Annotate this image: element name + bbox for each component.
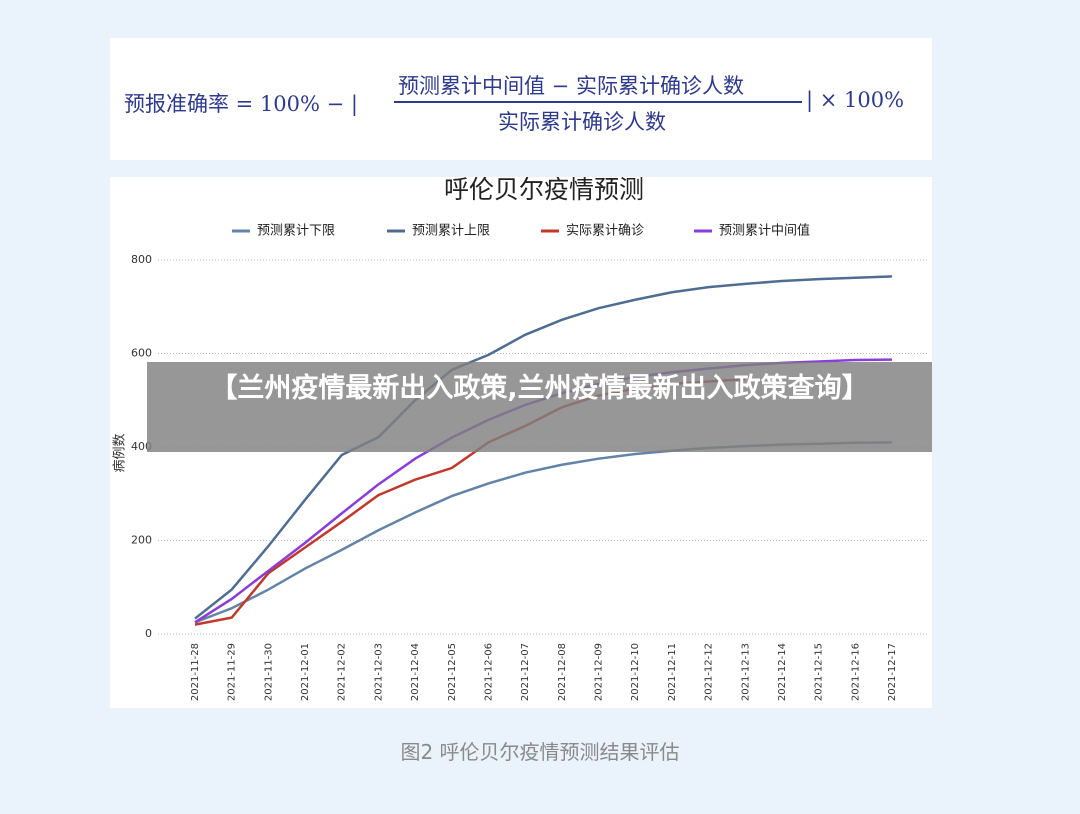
y-tick-label: 200: [131, 534, 152, 547]
y-tick-label: 800: [131, 253, 152, 266]
x-tick-label: 2021-12-07: [520, 643, 531, 701]
x-tick-label: 2021-12-10: [630, 643, 641, 701]
x-tick-label: 2021-12-15: [814, 643, 825, 701]
chart: 呼伦贝尔疫情预测 病例数 0 200 400 600 800 2021-11-28 2021…: [113, 175, 928, 701]
formula-denominator: 实际累计确诊人数: [498, 110, 666, 134]
x-tick-label: 2021-12-16: [850, 643, 861, 701]
x-tick-label: 2021-12-17: [887, 643, 898, 701]
chart-title: 呼伦贝尔疫情预测: [444, 177, 644, 204]
series-line: [194, 441, 893, 624]
y-tick-label: 0: [145, 627, 152, 640]
y-tick-label: 400: [131, 440, 152, 453]
x-tick-label: 2021-12-09: [594, 643, 605, 701]
fraction-bar: [394, 101, 802, 103]
x-tick-label: 2021-12-08: [557, 643, 568, 701]
series-line: [194, 275, 893, 620]
x-tick-label: 2021-11-28: [190, 643, 201, 701]
x-tick-label: 2021-11-30: [263, 643, 274, 701]
formula-left: 预报准确率 = 100% − |: [124, 92, 359, 116]
x-tick-label: 2021-12-12: [704, 643, 715, 701]
x-tick-label: 2021-12-03: [373, 643, 384, 701]
caption: 图2 呼伦贝尔疫情预测结果评估: [400, 740, 680, 764]
banner: 【兰州疫情最新出入政策,兰州疫情最新出入政策查询】: [147, 362, 932, 452]
x-tick-label: 2021-12-05: [447, 643, 458, 701]
y-tick-label: 600: [131, 347, 152, 360]
x-tick-label: 2021-11-29: [227, 643, 238, 701]
x-tick-label: 2021-12-14: [777, 643, 788, 701]
legend-label: 实际累计确诊: [566, 224, 644, 239]
x-tick-label: 2021-12-01: [300, 643, 311, 701]
x-tick-label: 2021-12-11: [667, 643, 678, 701]
formula-numerator: 预测累计中间值 − 实际累计确诊人数: [398, 74, 744, 98]
x-tick-label: 2021-12-04: [410, 643, 421, 701]
x-tick-label: 2021-12-13: [740, 643, 751, 701]
legend-label: 预测累计上限: [412, 224, 490, 239]
formula-right: | × 100%: [806, 88, 905, 112]
legend-label: 预测累计下限: [257, 224, 335, 239]
x-tick-label: 2021-12-02: [337, 643, 348, 701]
x-tick-label: 2021-12-06: [483, 643, 494, 701]
legend-label: 预测累计中间值: [719, 223, 810, 239]
y-axis-label: 病例数: [113, 433, 128, 472]
formula-panel: 预报准确率 = 100% − | 预测累计中间值 − 实际累计确诊人数 实际累计…: [110, 38, 932, 160]
